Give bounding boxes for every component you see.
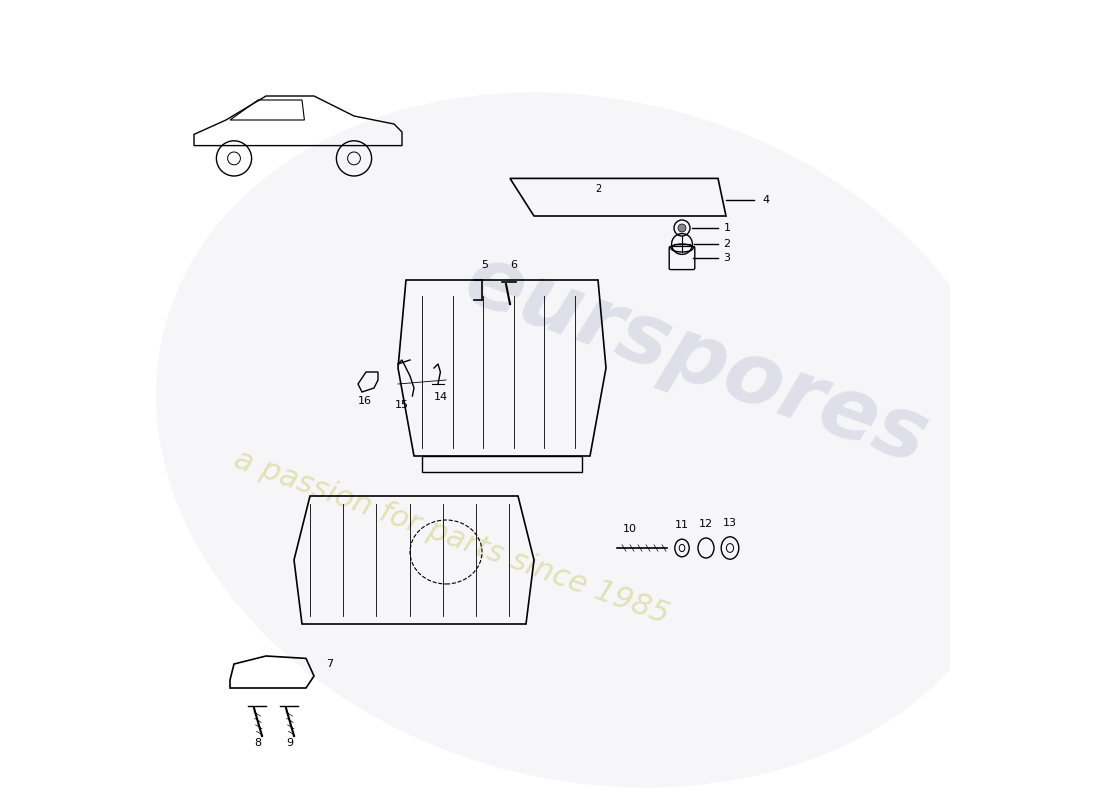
- Text: 12: 12: [698, 519, 713, 530]
- Text: 3: 3: [724, 254, 730, 263]
- Text: eurspores: eurspores: [454, 238, 939, 482]
- Text: 14: 14: [433, 392, 448, 402]
- Text: a passion for parts since 1985: a passion for parts since 1985: [230, 445, 673, 630]
- Text: 1: 1: [724, 223, 730, 233]
- Text: 2: 2: [595, 184, 601, 194]
- Text: 9: 9: [286, 738, 294, 749]
- Text: 2: 2: [724, 239, 730, 249]
- Ellipse shape: [156, 93, 1024, 787]
- Text: 5: 5: [481, 260, 488, 270]
- Text: 13: 13: [723, 518, 737, 528]
- Text: 7: 7: [326, 659, 333, 669]
- Circle shape: [678, 224, 686, 232]
- Text: 11: 11: [675, 520, 689, 530]
- Text: 8: 8: [254, 738, 262, 749]
- Text: 15: 15: [395, 400, 409, 410]
- Text: 6: 6: [510, 260, 517, 270]
- Text: 10: 10: [623, 524, 637, 534]
- Text: 16: 16: [358, 396, 372, 406]
- Text: 4: 4: [762, 195, 769, 205]
